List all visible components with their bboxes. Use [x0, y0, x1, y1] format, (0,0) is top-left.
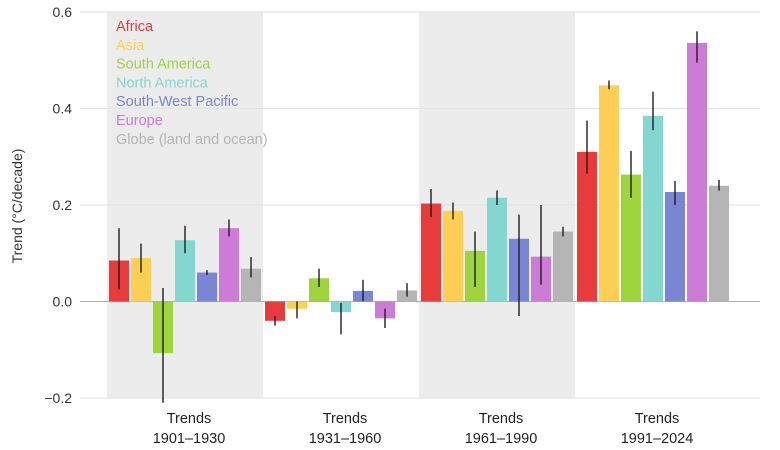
y-tick-label: −0.2	[44, 390, 72, 406]
x-category-period: 1991–2024	[621, 431, 694, 447]
x-category-period: 1931–1960	[309, 431, 382, 447]
legend-item: South America	[116, 57, 211, 73]
bar	[487, 197, 507, 302]
legend-item: Globe (land and ocean)	[116, 132, 268, 148]
x-category-label: Trends	[323, 411, 368, 427]
legend-item: North America	[116, 75, 209, 91]
bar	[443, 210, 463, 302]
bar	[643, 115, 663, 302]
bar	[709, 185, 729, 302]
legend-item: Europe	[116, 113, 163, 129]
y-axis-ticks: 0.6 0.4 0.2 0.0 −0.2	[44, 4, 72, 406]
bar	[421, 203, 441, 302]
y-axis-label: Trend (°C/decade)	[9, 149, 25, 264]
x-category-period: 1901–1930	[153, 431, 226, 447]
bar	[665, 191, 685, 302]
legend: Africa Asia South America North America Sout…	[116, 19, 268, 148]
y-tick-label: 0.4	[53, 101, 73, 117]
y-tick-label: 0.6	[53, 4, 73, 20]
x-category-label: Trends	[479, 411, 524, 427]
bar	[599, 85, 619, 302]
bar	[175, 240, 195, 302]
bar	[577, 151, 597, 302]
x-category-period: 1961–1990	[465, 431, 538, 447]
x-category-label: Trends	[167, 411, 212, 427]
bar	[219, 228, 239, 302]
legend-item: Asia	[116, 38, 145, 54]
bar	[241, 268, 261, 302]
bar	[265, 301, 285, 321]
x-category-label: Trends	[635, 411, 680, 427]
bar	[553, 231, 573, 302]
bar	[621, 174, 641, 302]
bar	[687, 42, 707, 302]
y-tick-label: 0.0	[53, 294, 73, 310]
y-tick-label: 0.2	[53, 197, 73, 213]
bar	[131, 258, 151, 302]
x-axis-categories: Trends 1901–1930 Trends 1931–1960 Trends 1961…	[153, 411, 694, 447]
error-bars	[118, 31, 720, 403]
legend-item: South-West Pacific	[116, 94, 238, 110]
legend-item: Africa	[116, 19, 154, 35]
bar	[197, 272, 217, 302]
bar	[309, 278, 329, 302]
